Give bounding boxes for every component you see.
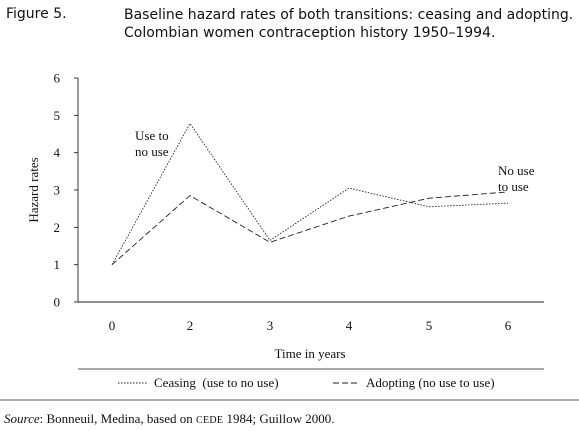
title-line-2: Colombian women contraception history 19… [124, 25, 496, 41]
x-ticks: 0 2 3 4 5 6 [109, 318, 512, 333]
annotation-label: to use [498, 179, 529, 194]
source-note: Source: Bonneuil, Medina, based on CEDE … [4, 411, 335, 427]
source-smallcaps: CEDE [195, 415, 224, 426]
source-text-before: : Bonneuil, Medina, based on [39, 411, 196, 426]
x-tick-label: 5 [426, 318, 433, 333]
legend-label: Ceasing (use to no use) [154, 375, 279, 390]
y-axis-label: Hazard rates [26, 157, 41, 222]
annotation-label: Use to [135, 128, 169, 143]
x-tick-label: 0 [109, 318, 116, 333]
y-ticks: 0 1 2 3 4 5 6 [54, 71, 78, 310]
annotation-label: no use [135, 144, 169, 159]
legend: Ceasing (use to no use) Adopting (no use … [118, 375, 495, 390]
y-tick-label: 5 [54, 108, 61, 123]
x-tick-label: 4 [346, 318, 353, 333]
figure-label: Figure 5. [6, 6, 67, 22]
axes [77, 78, 544, 303]
y-tick-label: 2 [54, 220, 61, 235]
x-axis-label: Time in years [274, 346, 345, 361]
source-label: Source [4, 411, 40, 426]
series-line-ceasing [111, 122, 509, 265]
series [111, 122, 509, 266]
y-tick-label: 4 [54, 145, 61, 160]
title-line-1: Baseline hazard rates of both transition… [124, 7, 574, 23]
source-text-after: 1984; Guillow 2000. [223, 411, 335, 426]
x-tick-label: 6 [505, 318, 512, 333]
y-tick-label: 6 [54, 71, 61, 86]
y-tick-label: 0 [54, 295, 61, 310]
x-tick-label: 3 [267, 318, 274, 333]
annotation-label: No use [498, 163, 535, 178]
y-tick-label: 3 [54, 183, 61, 198]
x-tick-label: 2 [187, 318, 194, 333]
series-line-adopting [111, 191, 509, 266]
figure-title: Baseline hazard rates of both transition… [124, 6, 573, 42]
y-tick-label: 1 [54, 257, 61, 272]
legend-label: Adopting (no use to use) [366, 375, 495, 390]
